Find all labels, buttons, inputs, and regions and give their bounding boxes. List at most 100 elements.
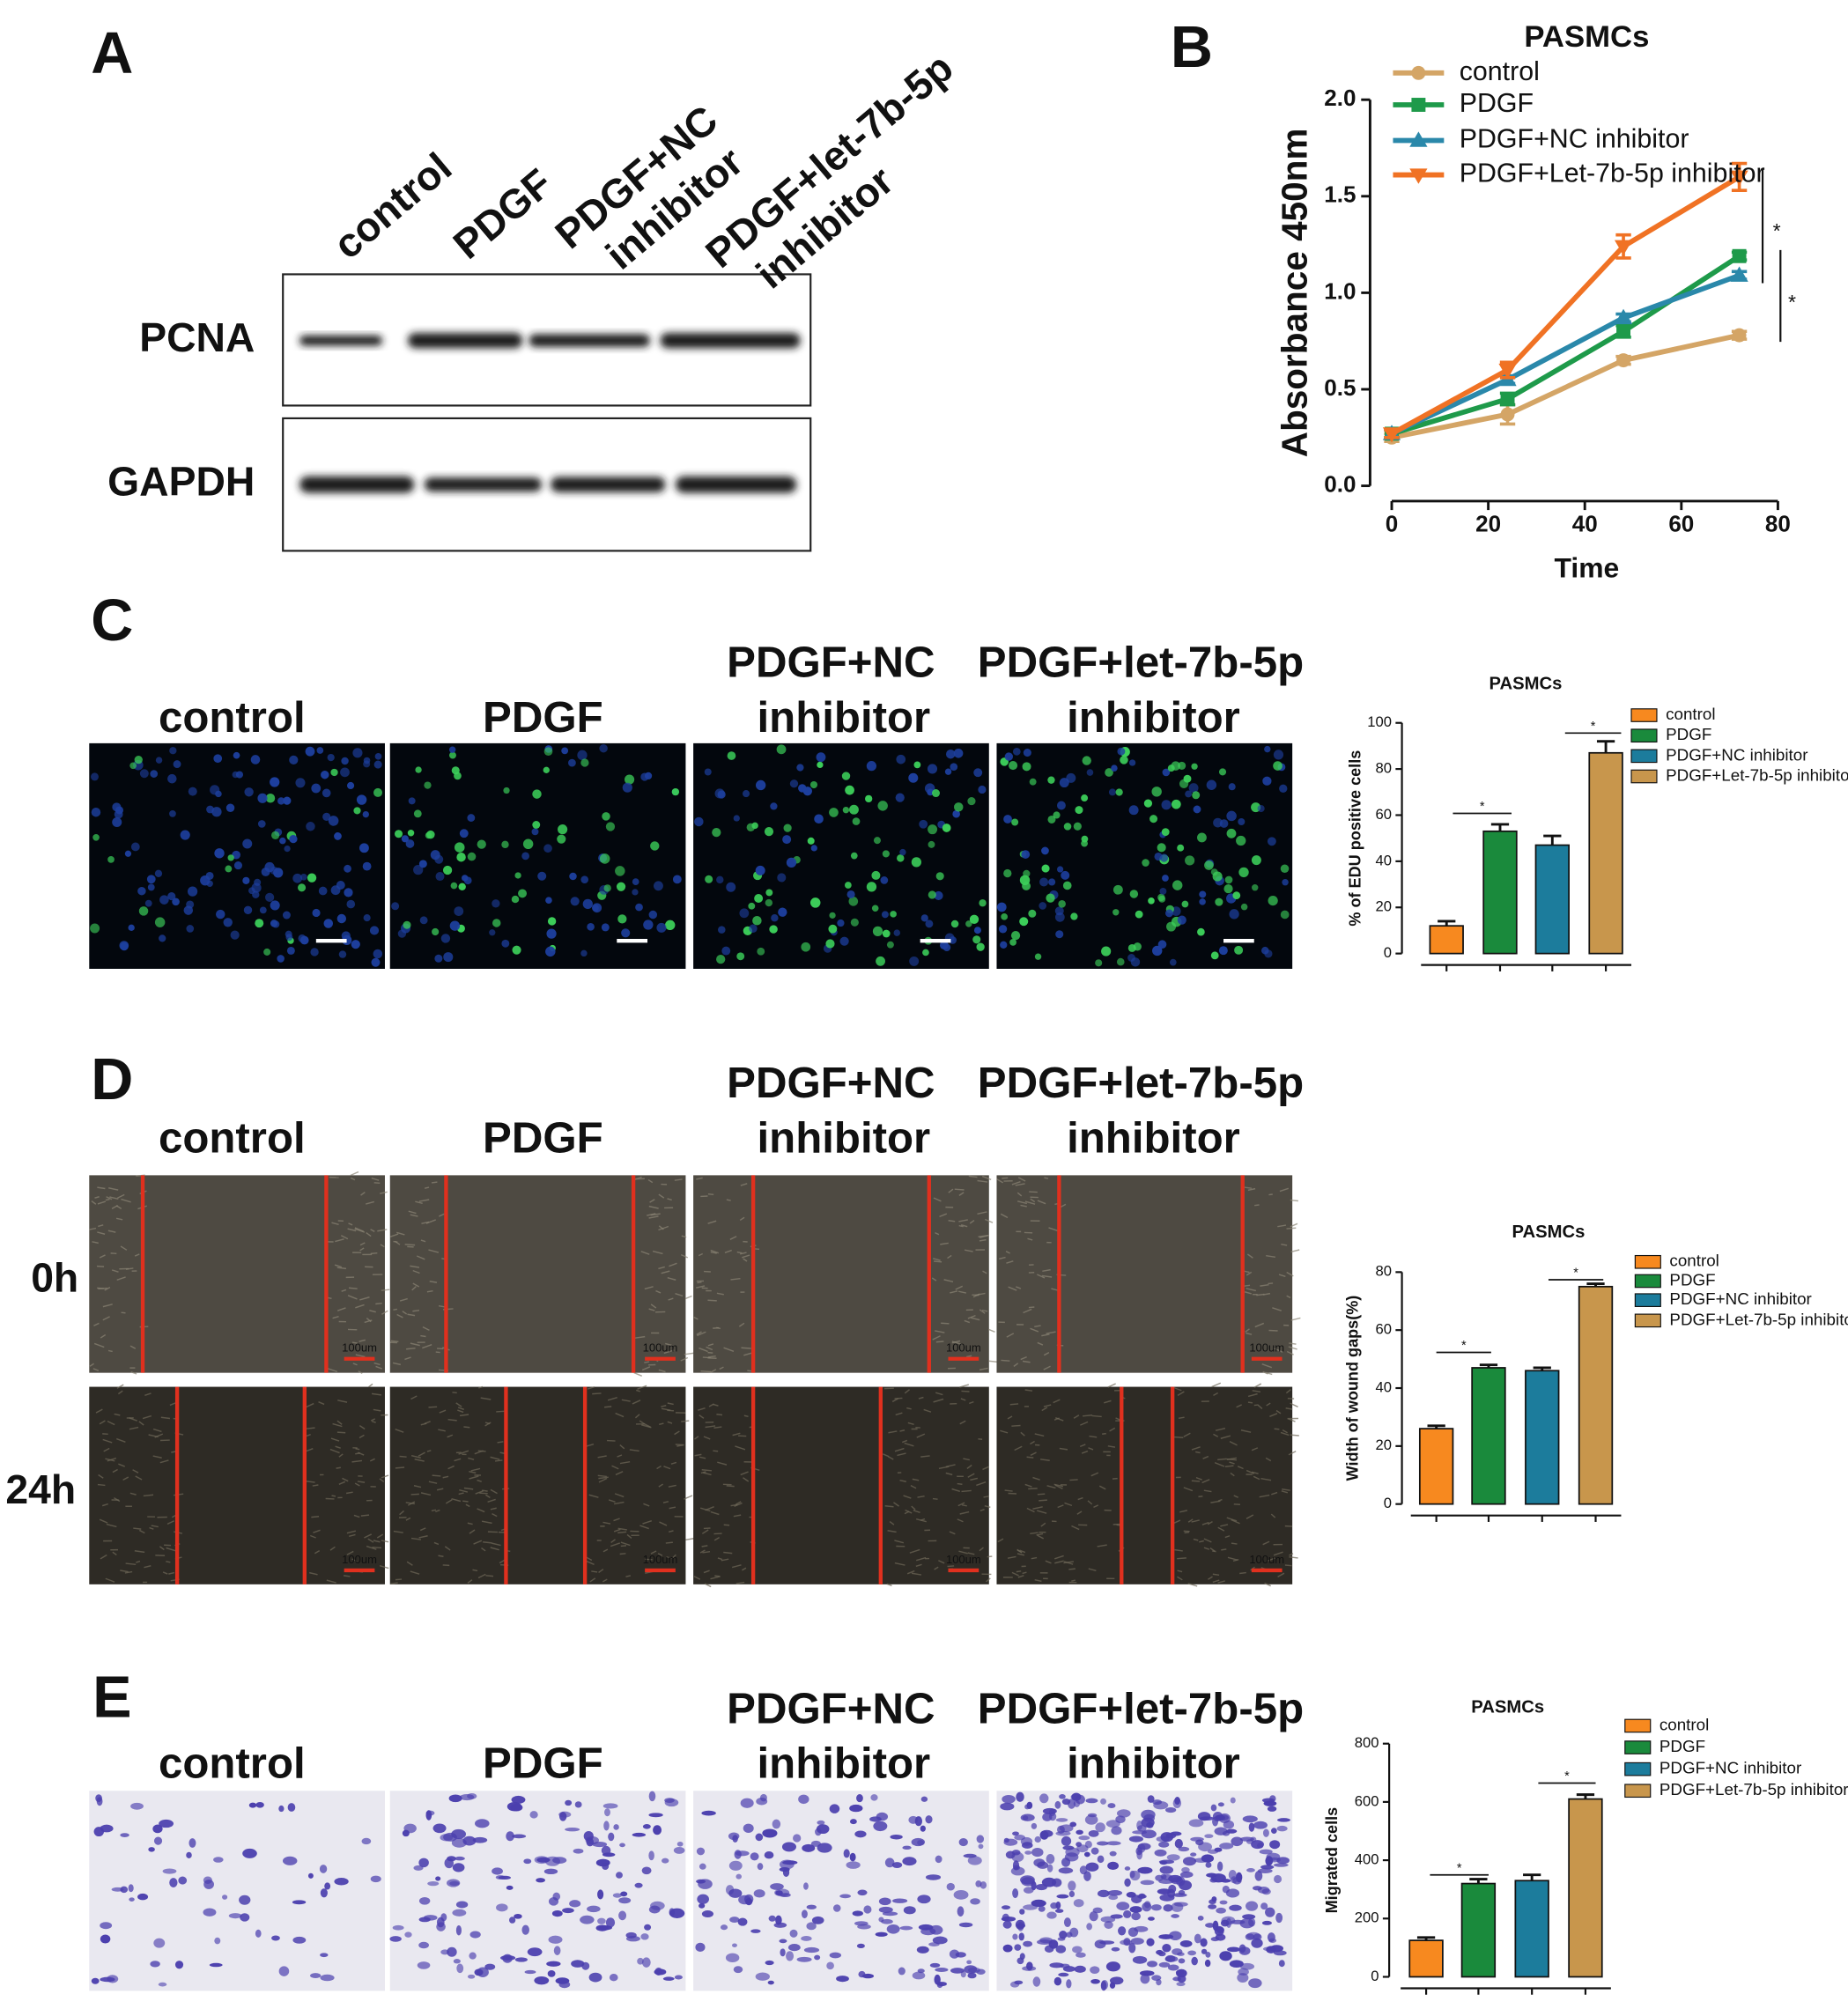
stained-cell xyxy=(619,1843,625,1848)
nucleus xyxy=(776,744,787,755)
cell-texture xyxy=(371,1177,380,1181)
nucleus xyxy=(283,796,292,805)
stained-cell xyxy=(514,1913,522,1919)
stained-cell xyxy=(1265,1907,1275,1917)
stained-cell xyxy=(214,1937,221,1945)
cell-texture xyxy=(327,1368,338,1373)
blot-row-label: GAPDH xyxy=(107,458,255,504)
micrograph xyxy=(693,1175,989,1373)
nucleus xyxy=(244,787,254,797)
cell-texture xyxy=(485,1494,491,1498)
stained-cell xyxy=(1068,1880,1076,1891)
cell-texture xyxy=(642,1519,653,1525)
legend-swatch xyxy=(1634,1293,1661,1307)
cell-texture xyxy=(931,1277,937,1281)
nucleus xyxy=(844,882,852,889)
stained-cell xyxy=(436,1922,446,1931)
cell-texture xyxy=(984,1504,991,1509)
stained-cell xyxy=(1205,1923,1216,1928)
stained-cell xyxy=(914,1816,922,1827)
nucleus xyxy=(137,886,146,896)
y-tick-label: 0.0 xyxy=(1324,470,1356,497)
stained-cell xyxy=(1200,1938,1208,1947)
nucleus xyxy=(1021,850,1031,859)
cell-texture xyxy=(1290,1249,1300,1253)
cell-texture xyxy=(696,1177,703,1180)
nucleus xyxy=(456,852,466,862)
cell-texture xyxy=(420,1334,426,1338)
nucleus xyxy=(1157,893,1165,902)
cell-texture xyxy=(716,1292,724,1296)
cell-texture xyxy=(1014,1445,1023,1451)
cell-texture xyxy=(707,1355,716,1358)
nucleus xyxy=(413,864,424,875)
panel-label: B xyxy=(1171,15,1213,80)
stained-cell xyxy=(608,1832,615,1842)
cell-texture xyxy=(407,1313,416,1317)
cell-texture xyxy=(1000,1429,1009,1434)
stained-cell xyxy=(975,1880,982,1887)
stained-cell xyxy=(484,1963,496,1970)
cell-texture xyxy=(1004,1489,1013,1492)
nucleus xyxy=(1039,902,1047,910)
cell-texture xyxy=(1256,1293,1265,1296)
nucleus xyxy=(850,852,858,860)
cell-texture xyxy=(1071,1579,1076,1582)
cell-texture xyxy=(477,1479,482,1482)
nucleus xyxy=(577,750,588,760)
nucleus xyxy=(344,864,351,873)
legend-label: PDGF+NC inhibitor xyxy=(1669,1289,1811,1308)
cell-texture xyxy=(1034,1433,1045,1437)
stained-cell xyxy=(856,1943,865,1948)
cell-texture xyxy=(415,1200,423,1204)
marker xyxy=(1614,240,1633,255)
cell-texture xyxy=(152,1428,162,1433)
stained-cell xyxy=(793,1834,802,1843)
stained-cell xyxy=(120,1833,129,1837)
cell-texture xyxy=(368,1383,373,1388)
cell-texture xyxy=(355,1304,365,1309)
nucleus xyxy=(514,872,521,879)
image-header: inhibitor xyxy=(1067,1113,1240,1162)
nucleus xyxy=(128,924,135,931)
cell-texture xyxy=(1011,1424,1021,1427)
nucleus xyxy=(1095,959,1103,967)
stained-cell xyxy=(892,1898,908,1903)
cell-texture xyxy=(1217,1526,1225,1532)
cell-texture xyxy=(959,1420,966,1425)
nucleus xyxy=(704,768,712,776)
image-header: inhibitor xyxy=(1067,693,1240,742)
stained-cell xyxy=(320,1974,335,1982)
cell-texture xyxy=(376,1533,384,1539)
stained-cell xyxy=(448,1794,462,1803)
stained-cell xyxy=(898,1967,906,1976)
cell-texture xyxy=(961,1489,972,1493)
bar xyxy=(1568,1798,1603,1978)
stained-cell xyxy=(814,1954,821,1961)
stained-cell xyxy=(695,1942,706,1952)
cell-texture xyxy=(959,1510,970,1515)
stained-cell xyxy=(1128,1835,1143,1843)
stained-cell xyxy=(1018,1932,1024,1941)
cell-texture xyxy=(129,1345,137,1349)
cell-texture xyxy=(359,1434,365,1439)
cell-texture xyxy=(972,1293,980,1298)
nucleus xyxy=(561,747,569,755)
image-header: PDGF xyxy=(483,693,603,742)
cell-texture xyxy=(355,1354,366,1358)
cell-texture xyxy=(1027,1237,1033,1241)
nucleus xyxy=(531,828,539,836)
stained-cell xyxy=(569,1900,581,1908)
stained-cell xyxy=(1109,1850,1117,1857)
cell-texture xyxy=(116,1437,126,1443)
nucleus xyxy=(1167,764,1175,772)
cell-texture xyxy=(1031,1556,1038,1560)
stained-cell xyxy=(547,1969,556,1977)
cell-texture xyxy=(958,1192,965,1196)
cell-texture xyxy=(310,1534,316,1539)
nucleus xyxy=(592,903,602,913)
nucleus xyxy=(1081,794,1089,802)
stained-cell xyxy=(850,1819,857,1825)
nucleus xyxy=(155,757,163,764)
cell-texture xyxy=(329,1448,340,1454)
